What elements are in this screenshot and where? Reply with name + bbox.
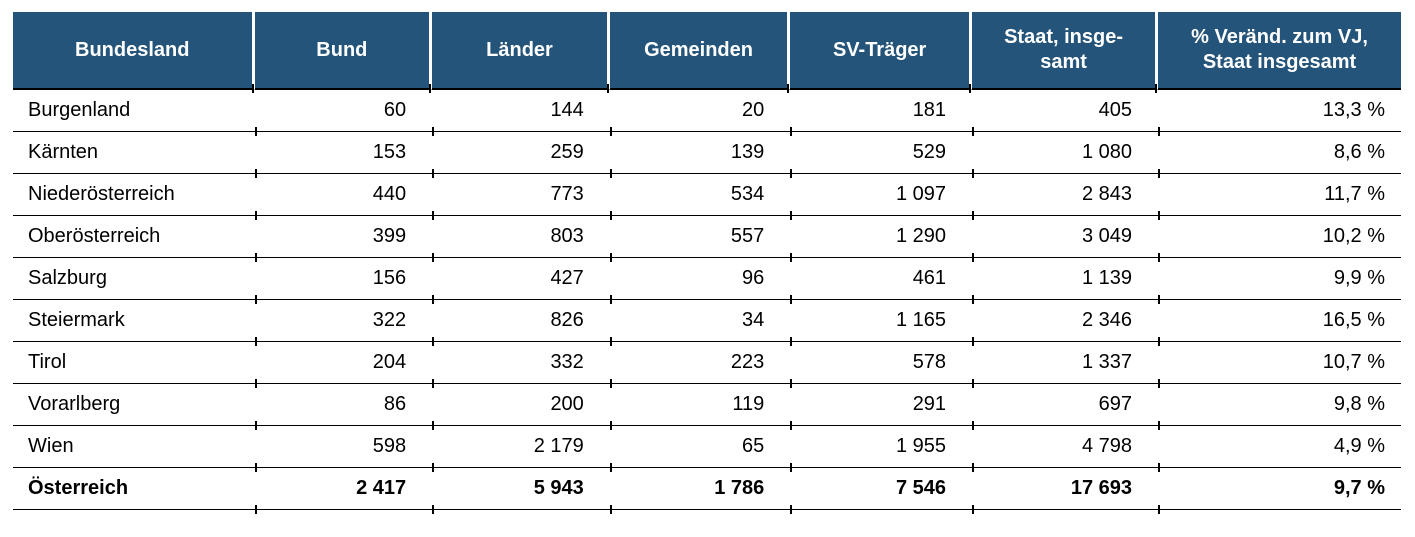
cell-value: 11,7 % (1158, 174, 1401, 216)
cell-value: 773 (432, 174, 612, 220)
cell-value: 96 (609, 258, 793, 304)
cell-value: 9,9 % (1158, 258, 1401, 300)
cell-value: 10,7 % (1158, 342, 1401, 384)
column-header: Bundesland (13, 12, 255, 93)
cell-value: 20 (609, 90, 793, 136)
cell-value: 461 (790, 258, 974, 304)
cell-value: 578 (790, 342, 974, 388)
row-label: Tirol (13, 342, 256, 388)
column-header: % Veränd. zum VJ, Staat insgesamt (1158, 12, 1401, 90)
column-header: Bund (254, 12, 433, 93)
cell-value: 2 346 (972, 300, 1161, 346)
cell-value: 2 843 (972, 174, 1161, 220)
cell-value: 5 943 (432, 468, 612, 514)
cell-value: 139 (609, 132, 793, 178)
column-header: SV-Träger (790, 12, 973, 93)
cell-value: 1 786 (609, 468, 793, 514)
row-label: Steiermark (13, 300, 256, 346)
table-row: Tirol 204 332 223 578 1 337 10,7 % (13, 342, 1401, 388)
row-label: Burgenland (13, 90, 256, 136)
statistics-table-container: Bundesland Bund Länder Gemeinden SV-Träger St… (13, 12, 1401, 514)
cell-value: 144 (432, 90, 612, 136)
table-row: Oberösterreich 399 803 557 1 290 3 049 10,2 % (13, 216, 1401, 262)
bundesland-data-table: Bundesland Bund Länder Gemeinden SV-Träger St… (13, 12, 1401, 514)
cell-value: 60 (254, 90, 434, 136)
cell-value: 153 (254, 132, 434, 178)
cell-value: 1 290 (790, 216, 974, 262)
table-row: Wien 598 2 179 65 1 955 4 798 4,9 % (13, 426, 1401, 472)
cell-value: 1 165 (790, 300, 974, 346)
cell-value: 259 (432, 132, 612, 178)
column-header: Länder (432, 12, 610, 93)
cell-value: 1 337 (972, 342, 1161, 388)
cell-value: 34 (609, 300, 793, 346)
table-row: Niederösterreich 440 773 534 1 097 2 843 11,7 … (13, 174, 1401, 220)
cell-value: 440 (254, 174, 434, 220)
cell-value: 119 (609, 384, 793, 430)
cell-value: 17 693 (972, 468, 1161, 514)
cell-value: 200 (432, 384, 612, 430)
cell-value: 1 097 (790, 174, 974, 220)
column-header: Gemeinden (609, 12, 791, 93)
row-label: Niederösterreich (13, 174, 256, 220)
cell-value: 4,9 % (1158, 426, 1401, 468)
cell-value: 332 (432, 342, 612, 388)
cell-value: 9,7 % (1158, 468, 1401, 510)
cell-value: 9,8 % (1158, 384, 1401, 426)
cell-value: 405 (972, 90, 1161, 136)
cell-value: 2 179 (432, 426, 612, 472)
cell-value: 291 (790, 384, 974, 430)
row-label: Österreich (13, 468, 256, 514)
cell-value: 8,6 % (1158, 132, 1401, 174)
cell-value: 322 (254, 300, 434, 346)
cell-value: 204 (254, 342, 434, 388)
cell-value: 10,2 % (1158, 216, 1401, 258)
cell-value: 13,3 % (1158, 90, 1401, 132)
cell-value: 1 955 (790, 426, 974, 472)
row-label: Vorarlberg (13, 384, 256, 430)
cell-value: 3 049 (972, 216, 1161, 262)
cell-value: 16,5 % (1158, 300, 1401, 342)
table-row: Salzburg 156 427 96 461 1 139 9,9 % (13, 258, 1401, 304)
row-label: Salzburg (13, 258, 256, 304)
cell-value: 1 080 (972, 132, 1161, 178)
cell-value: 223 (609, 342, 793, 388)
row-label: Oberösterreich (13, 216, 256, 262)
cell-value: 534 (609, 174, 793, 220)
cell-value: 697 (972, 384, 1161, 430)
table-body: Burgenland 60 144 20 181 405 13,3 % Kärnten 153 2… (13, 90, 1401, 514)
cell-value: 65 (609, 426, 793, 472)
table-row: Steiermark 322 826 34 1 165 2 346 16,5 % (13, 300, 1401, 346)
row-label: Wien (13, 426, 256, 472)
cell-value: 826 (432, 300, 612, 346)
cell-value: 557 (609, 216, 793, 262)
cell-value: 399 (254, 216, 434, 262)
cell-value: 1 139 (972, 258, 1161, 304)
cell-value: 4 798 (972, 426, 1161, 472)
cell-value: 2 417 (254, 468, 434, 514)
table-row: Vorarlberg 86 200 119 291 697 9,8 % (13, 384, 1401, 430)
header-row: Bundesland Bund Länder Gemeinden SV-Träger St… (13, 12, 1401, 93)
cell-value: 598 (254, 426, 434, 472)
cell-value: 7 546 (790, 468, 974, 514)
cell-value: 86 (254, 384, 434, 430)
cell-value: 529 (790, 132, 974, 178)
cell-value: 181 (790, 90, 974, 136)
column-header: Staat, insge- samt (972, 12, 1159, 93)
cell-value: 427 (432, 258, 612, 304)
row-label: Kärnten (13, 132, 256, 178)
table-header: Bundesland Bund Länder Gemeinden SV-Träger St… (13, 12, 1401, 93)
cell-value: 156 (254, 258, 434, 304)
table-row: Kärnten 153 259 139 529 1 080 8,6 % (13, 132, 1401, 178)
table-row: Burgenland 60 144 20 181 405 13,3 % (13, 90, 1401, 136)
cell-value: 803 (432, 216, 612, 262)
table-total-row: Österreich 2 417 5 943 1 786 7 546 17 693 9,7 … (13, 468, 1401, 514)
